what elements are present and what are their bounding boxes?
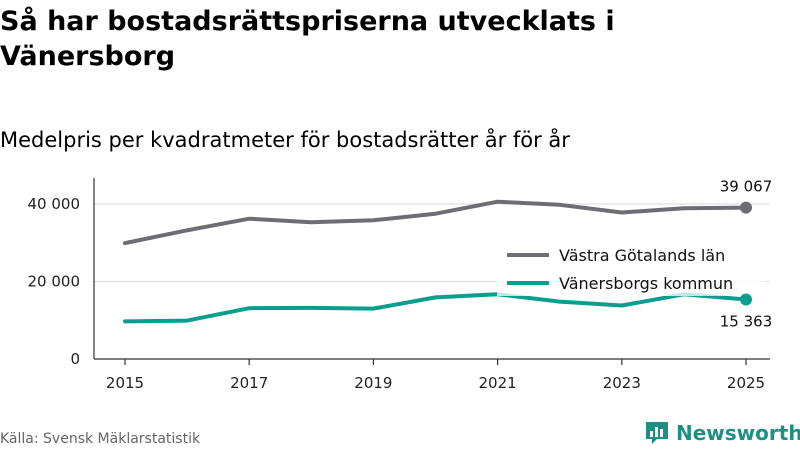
x-tick-label: 2017 — [230, 374, 268, 392]
x-tick-label: 2023 — [603, 374, 641, 392]
end-point-marker — [740, 293, 752, 306]
legend-label: Vänersborgs kommun — [559, 274, 733, 293]
x-tick-label: 2019 — [354, 374, 392, 392]
source-note: Källa: Svensk Mäklarstatistik — [0, 431, 201, 447]
chart-subtitle: Medelpris per kvadratmeter för bostadsrä… — [0, 128, 570, 152]
brand-name: Newsworthy — [676, 421, 800, 445]
x-tick-label: 2015 — [106, 374, 144, 392]
end-value-label: 39 067 — [720, 178, 773, 196]
brand-logo: Newsworthy — [644, 420, 800, 446]
series-line-1 — [123, 292, 748, 324]
x-tick-label: 2021 — [479, 374, 517, 392]
x-tick-label: 2025 — [727, 374, 765, 392]
chart-title: Så har bostadsrättspriserna utvecklats i… — [0, 6, 615, 72]
end-value-label: 15 363 — [720, 312, 773, 330]
series-line-0 — [123, 199, 748, 246]
legend-background — [497, 238, 765, 296]
line-chart: 0 20 000 40 000 2015 2017 2019 2021 2023 2025 Väs… — [28, 178, 773, 392]
newsworthy-logo-icon — [646, 422, 668, 444]
y-tick-label: 40 000 — [28, 195, 81, 213]
y-tick-label: 0 — [70, 350, 80, 368]
legend-label: Västra Götalands län — [559, 246, 725, 265]
end-point-marker — [740, 201, 752, 214]
y-tick-label: 20 000 — [28, 273, 81, 291]
